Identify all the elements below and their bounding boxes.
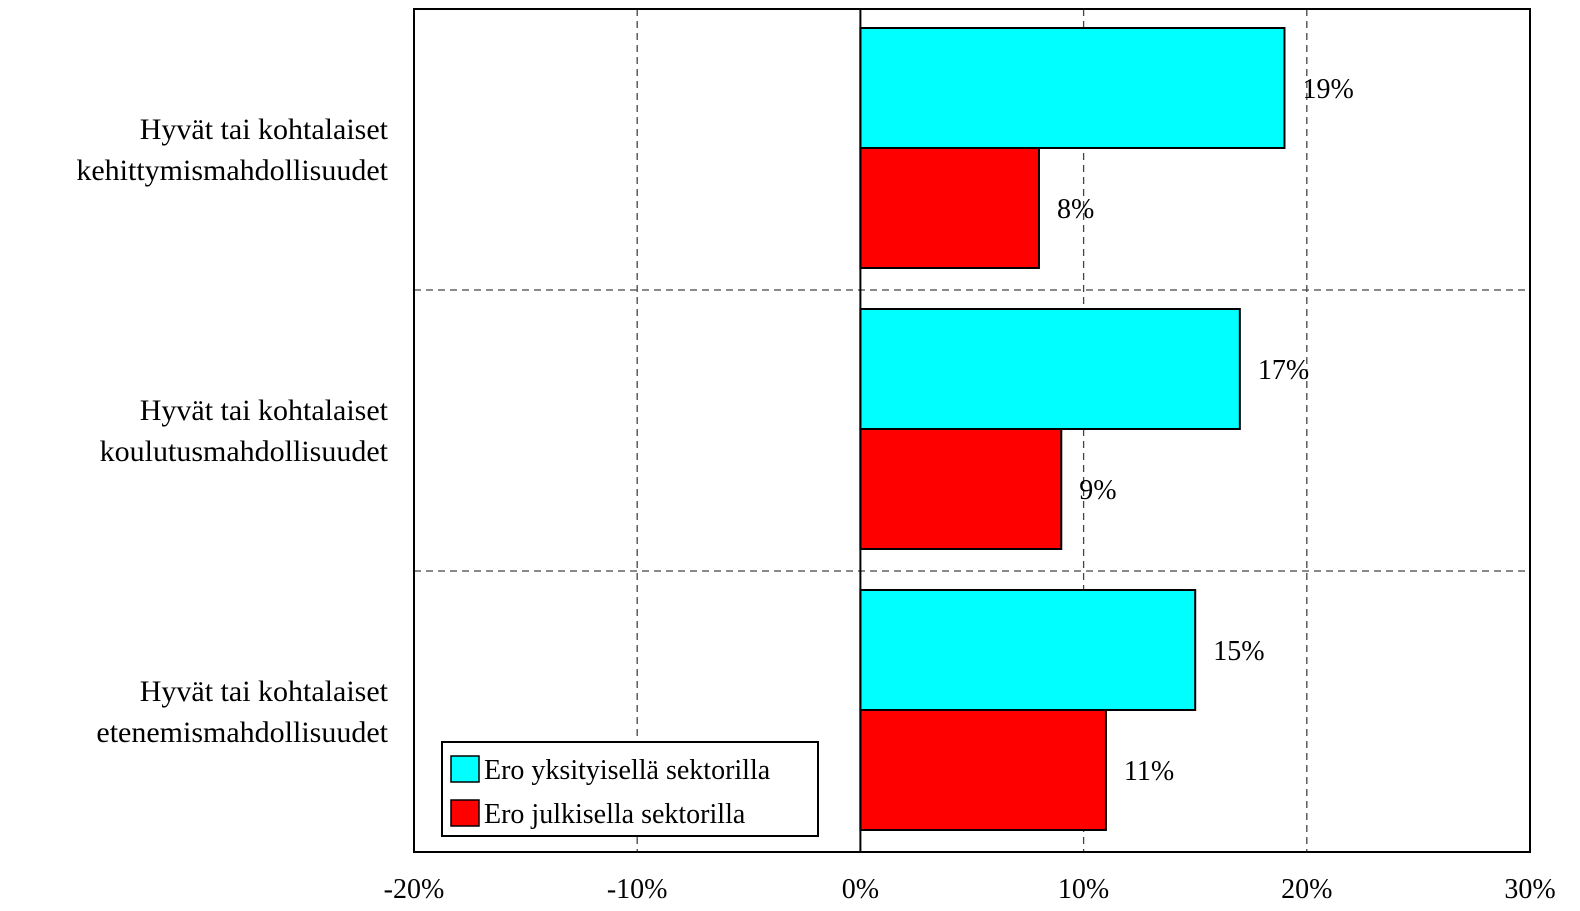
category-labels: Hyvät tai kohtalaiset kehittymismahdollis… [76,113,388,749]
data-label: 17% [1258,355,1309,386]
bar [859,147,1040,269]
x-tick-label: 10% [1058,874,1109,905]
bar [859,428,1063,550]
data-label: 9% [1079,475,1116,506]
legend-label: Ero julkisella sektorilla [484,799,746,830]
x-tick-label: 20% [1281,874,1332,905]
category-label: Hyvät tai kohtalaiset [140,113,389,146]
data-labels: 19% 8% 17% 9% 15% 11% [1057,74,1354,787]
data-label: 11% [1124,756,1174,787]
legend: Ero yksityisellä sektorilla Ero julkisell… [441,741,819,837]
data-label: 19% [1302,74,1353,105]
x-tick-label: 30% [1504,874,1555,905]
category-label: Hyvät tai kohtalaiset [140,675,389,708]
bar [859,709,1107,831]
category-label: kehittymismahdollisuudet [76,154,388,187]
legend-label: Ero yksityisellä sektorilla [484,755,771,786]
plot-frame [413,8,1531,853]
data-label: 8% [1057,194,1094,225]
bar [859,308,1241,430]
category-label: etenemismahdollisuudet [96,716,388,749]
x-tick-label: -20% [384,874,445,905]
x-tick-label: 0% [842,874,879,905]
legend-swatch [450,755,480,783]
x-axis-tick-labels: -20% -10% 0% 10% 20% 30% [384,874,1556,905]
legend-swatch [450,799,480,827]
data-label: 15% [1213,636,1264,667]
bars [859,27,1286,831]
bar [859,589,1197,711]
bar [859,27,1286,149]
category-label: Hyvät tai kohtalaiset [140,394,389,427]
x-tick-label: -10% [607,874,668,905]
category-label: koulutusmahdollisuudet [100,435,389,468]
legend-box [441,741,819,837]
